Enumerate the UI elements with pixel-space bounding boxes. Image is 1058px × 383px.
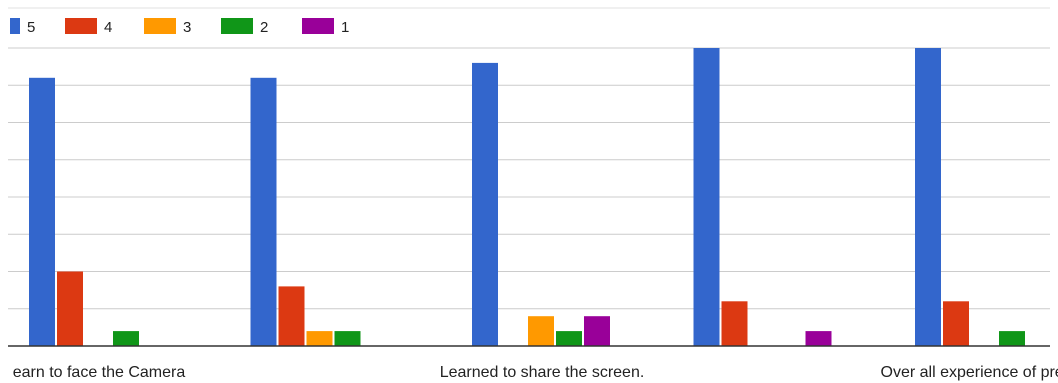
legend-swatch-3 xyxy=(144,18,176,34)
x-tick-label-5: Over all experience of presen xyxy=(881,364,1058,381)
bar-series-1-cat-3 xyxy=(584,316,610,346)
bar-series-2-cat-5 xyxy=(999,331,1025,346)
bars xyxy=(29,48,1025,347)
legend-swatch-5 xyxy=(10,18,20,34)
bar-series-5-cat-1 xyxy=(29,77,55,347)
bar-series-4-cat-1 xyxy=(57,271,83,346)
bar-series-5-cat-3 xyxy=(472,62,498,347)
bar-series-4-cat-4 xyxy=(721,301,748,346)
bar-series-2-cat-2 xyxy=(334,331,361,346)
legend-label-4: 4 xyxy=(104,19,112,36)
legend-label-1: 1 xyxy=(341,19,349,36)
bar-series-2-cat-1 xyxy=(113,331,139,346)
legend-swatch-1 xyxy=(302,18,334,34)
bar-series-1-cat-4 xyxy=(805,331,832,346)
grid-lines xyxy=(8,7,1050,347)
legend-swatch-2 xyxy=(221,18,253,34)
x-tick-label-1: earn to face the Camera xyxy=(13,364,186,381)
legend-label-2: 2 xyxy=(260,19,268,36)
x-axis: earn to face the Camera Learned to share … xyxy=(8,345,1058,381)
bar-series-4-cat-5 xyxy=(943,301,969,346)
bar-series-5-cat-4 xyxy=(693,48,720,346)
bar-series-4-cat-2 xyxy=(278,286,305,346)
x-tick-label-3: Learned to share the screen. xyxy=(440,364,645,381)
bar-series-3-cat-2 xyxy=(306,331,333,346)
bar-series-5-cat-2 xyxy=(250,77,277,347)
legend-label-3: 3 xyxy=(183,19,191,36)
bar-series-2-cat-3 xyxy=(556,331,582,346)
legend: 5 4 3 2 1 xyxy=(10,18,349,36)
bar-series-3-cat-3 xyxy=(528,316,554,346)
legend-swatch-4 xyxy=(65,18,97,34)
bar-series-5-cat-5 xyxy=(915,48,941,346)
legend-label-5: 5 xyxy=(27,19,35,36)
